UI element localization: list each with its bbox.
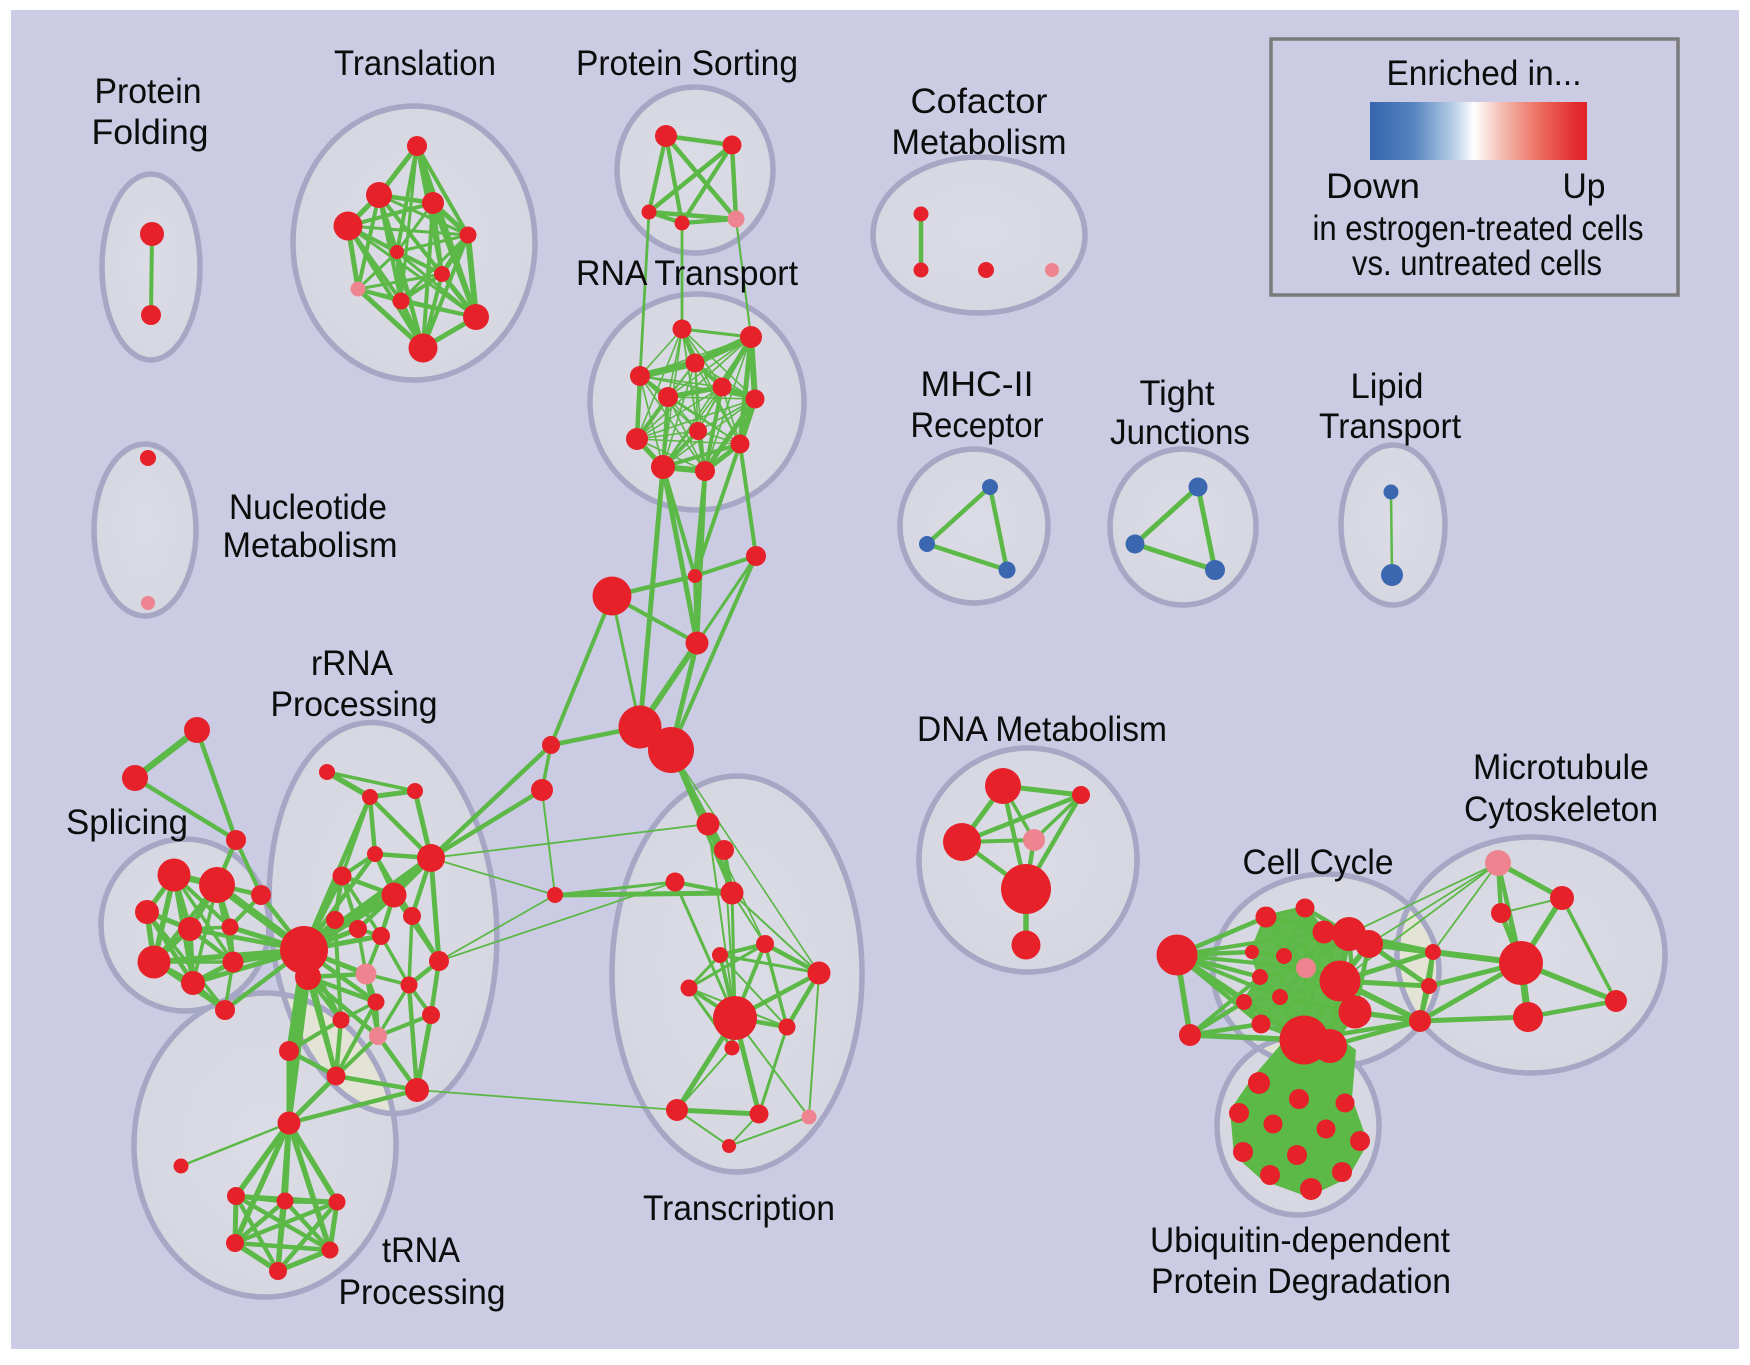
- svg-text:MHC-II: MHC-II: [921, 365, 1034, 404]
- svg-text:in estrogen-treated cells: in estrogen-treated cells: [1313, 209, 1644, 248]
- svg-text:Junctions: Junctions: [1110, 413, 1250, 452]
- svg-text:Transcription: Transcription: [643, 1189, 835, 1228]
- svg-text:rRNA: rRNA: [311, 644, 394, 683]
- svg-text:Transport: Transport: [1319, 407, 1461, 446]
- svg-text:Lipid: Lipid: [1351, 367, 1424, 406]
- svg-text:Receptor: Receptor: [911, 406, 1044, 445]
- svg-text:Folding: Folding: [92, 113, 209, 152]
- svg-text:Cytoskeleton: Cytoskeleton: [1464, 790, 1658, 829]
- svg-text:Metabolism: Metabolism: [892, 123, 1067, 162]
- svg-text:Microtubule: Microtubule: [1473, 748, 1649, 787]
- svg-text:Cell Cycle: Cell Cycle: [1243, 843, 1394, 882]
- svg-text:Up: Up: [1563, 167, 1606, 206]
- svg-text:Translation: Translation: [334, 44, 496, 83]
- svg-text:RNA Transport: RNA Transport: [576, 254, 798, 293]
- svg-text:Down: Down: [1326, 167, 1420, 206]
- svg-text:Metabolism: Metabolism: [223, 526, 398, 565]
- svg-text:vs. untreated cells: vs. untreated cells: [1352, 244, 1602, 283]
- svg-text:Cofactor: Cofactor: [911, 82, 1048, 121]
- svg-text:Nucleotide: Nucleotide: [229, 488, 387, 527]
- svg-text:Tight: Tight: [1140, 374, 1215, 413]
- svg-text:tRNA: tRNA: [382, 1231, 461, 1270]
- svg-text:Processing: Processing: [271, 685, 438, 724]
- svg-text:Ubiquitin-dependent: Ubiquitin-dependent: [1150, 1221, 1450, 1260]
- svg-text:DNA Metabolism: DNA Metabolism: [917, 710, 1167, 749]
- svg-text:Protein Sorting: Protein Sorting: [576, 44, 798, 83]
- svg-text:Splicing: Splicing: [66, 803, 188, 842]
- svg-text:Processing: Processing: [339, 1273, 506, 1312]
- svg-text:Enriched in...: Enriched in...: [1387, 54, 1582, 93]
- svg-text:Protein Degradation: Protein Degradation: [1151, 1262, 1451, 1301]
- svg-text:Protein: Protein: [95, 72, 202, 111]
